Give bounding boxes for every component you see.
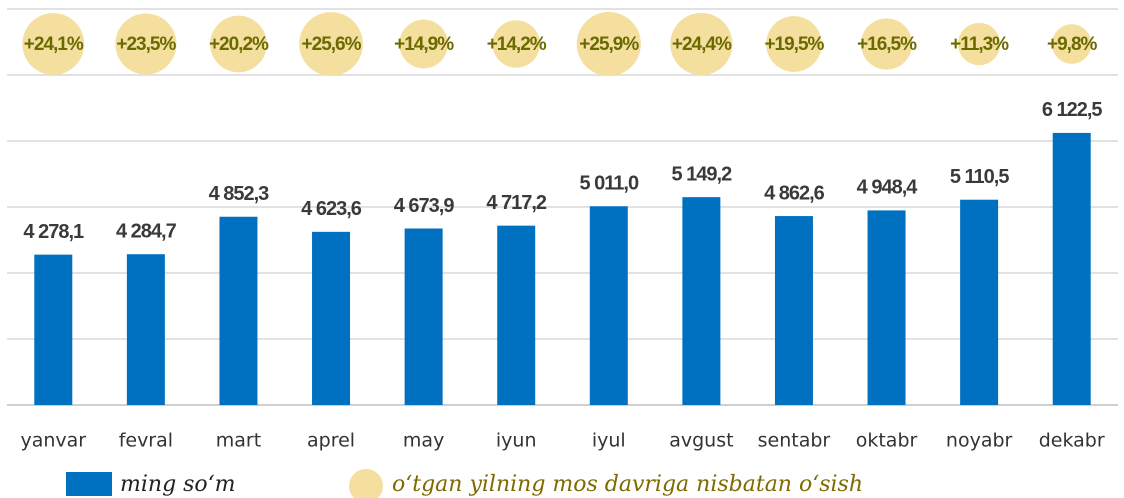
x-tick-label: iyun bbox=[496, 430, 537, 452]
x-tick-label: fevral bbox=[119, 430, 173, 452]
data-label: +19,5% bbox=[764, 34, 824, 55]
bar bbox=[497, 225, 536, 405]
x-tick-label: dekabr bbox=[1039, 430, 1105, 452]
bubble bbox=[957, 22, 1001, 66]
data-label: 4 284,7 bbox=[116, 220, 177, 242]
x-tick-label: noyabr bbox=[946, 430, 1013, 452]
data-label: 4 673,9 bbox=[394, 195, 455, 217]
bubble bbox=[860, 18, 913, 70]
x-tick-label: yanvar bbox=[20, 430, 86, 452]
bubble bbox=[670, 12, 733, 76]
bar bbox=[34, 254, 73, 405]
legend-swatch bbox=[349, 469, 383, 498]
bar bbox=[219, 216, 258, 405]
bubble bbox=[766, 16, 822, 72]
data-label: 4 862,6 bbox=[764, 182, 825, 204]
bar bbox=[312, 231, 351, 405]
bubble bbox=[492, 20, 540, 68]
bar bbox=[774, 216, 813, 405]
data-label: +11,3% bbox=[950, 34, 1009, 55]
x-tick-label: oktabr bbox=[856, 430, 918, 452]
bar bbox=[960, 199, 999, 405]
x-tick-label: mart bbox=[216, 430, 261, 452]
data-label: +14,9% bbox=[394, 34, 454, 55]
data-label: +24,4% bbox=[672, 34, 732, 55]
bubble bbox=[399, 19, 448, 69]
data-label: 4 852,3 bbox=[209, 183, 270, 205]
data-label: 5 149,2 bbox=[672, 163, 733, 185]
data-label: +16,5% bbox=[857, 34, 917, 55]
bar bbox=[1052, 132, 1091, 406]
bar bbox=[589, 206, 628, 405]
bubble bbox=[210, 15, 267, 73]
data-label: +20,2% bbox=[209, 34, 269, 55]
data-label: 4 278,1 bbox=[23, 221, 84, 243]
legend-swatch bbox=[66, 472, 112, 496]
data-label: 4 623,6 bbox=[301, 198, 362, 220]
x-tick-label: may bbox=[403, 430, 444, 452]
data-label: +14,2% bbox=[487, 34, 547, 55]
data-label: 5 110,5 bbox=[950, 166, 1010, 188]
data-label: +25,9% bbox=[579, 34, 639, 55]
bubble bbox=[115, 13, 177, 75]
legend-label: o‘tgan yilning mos davriga nisbatan o‘si… bbox=[392, 472, 863, 497]
bubble bbox=[299, 12, 363, 76]
data-label: +9,8% bbox=[1047, 34, 1098, 55]
data-label: 5 011,0 bbox=[579, 173, 639, 195]
bar bbox=[682, 197, 721, 405]
x-tick-label: sentabr bbox=[758, 430, 831, 452]
bubble bbox=[576, 11, 641, 77]
x-tick-label: iyul bbox=[592, 430, 626, 452]
bar bbox=[404, 228, 443, 405]
bar bbox=[126, 254, 165, 405]
data-label: +25,6% bbox=[302, 34, 362, 55]
data-label: +23,5% bbox=[116, 34, 176, 55]
data-label: 6 122,5 bbox=[1042, 99, 1103, 121]
data-label: +24,1% bbox=[24, 34, 84, 55]
bar bbox=[867, 210, 906, 405]
x-tick-label: avgust bbox=[669, 430, 733, 452]
data-label: 4 717,2 bbox=[486, 192, 547, 214]
bubble bbox=[1051, 24, 1092, 64]
bubble bbox=[22, 13, 85, 75]
x-tick-label: aprel bbox=[307, 430, 355, 452]
data-label: 4 948,4 bbox=[857, 177, 919, 199]
legend-label: ming so‘m bbox=[120, 472, 236, 497]
